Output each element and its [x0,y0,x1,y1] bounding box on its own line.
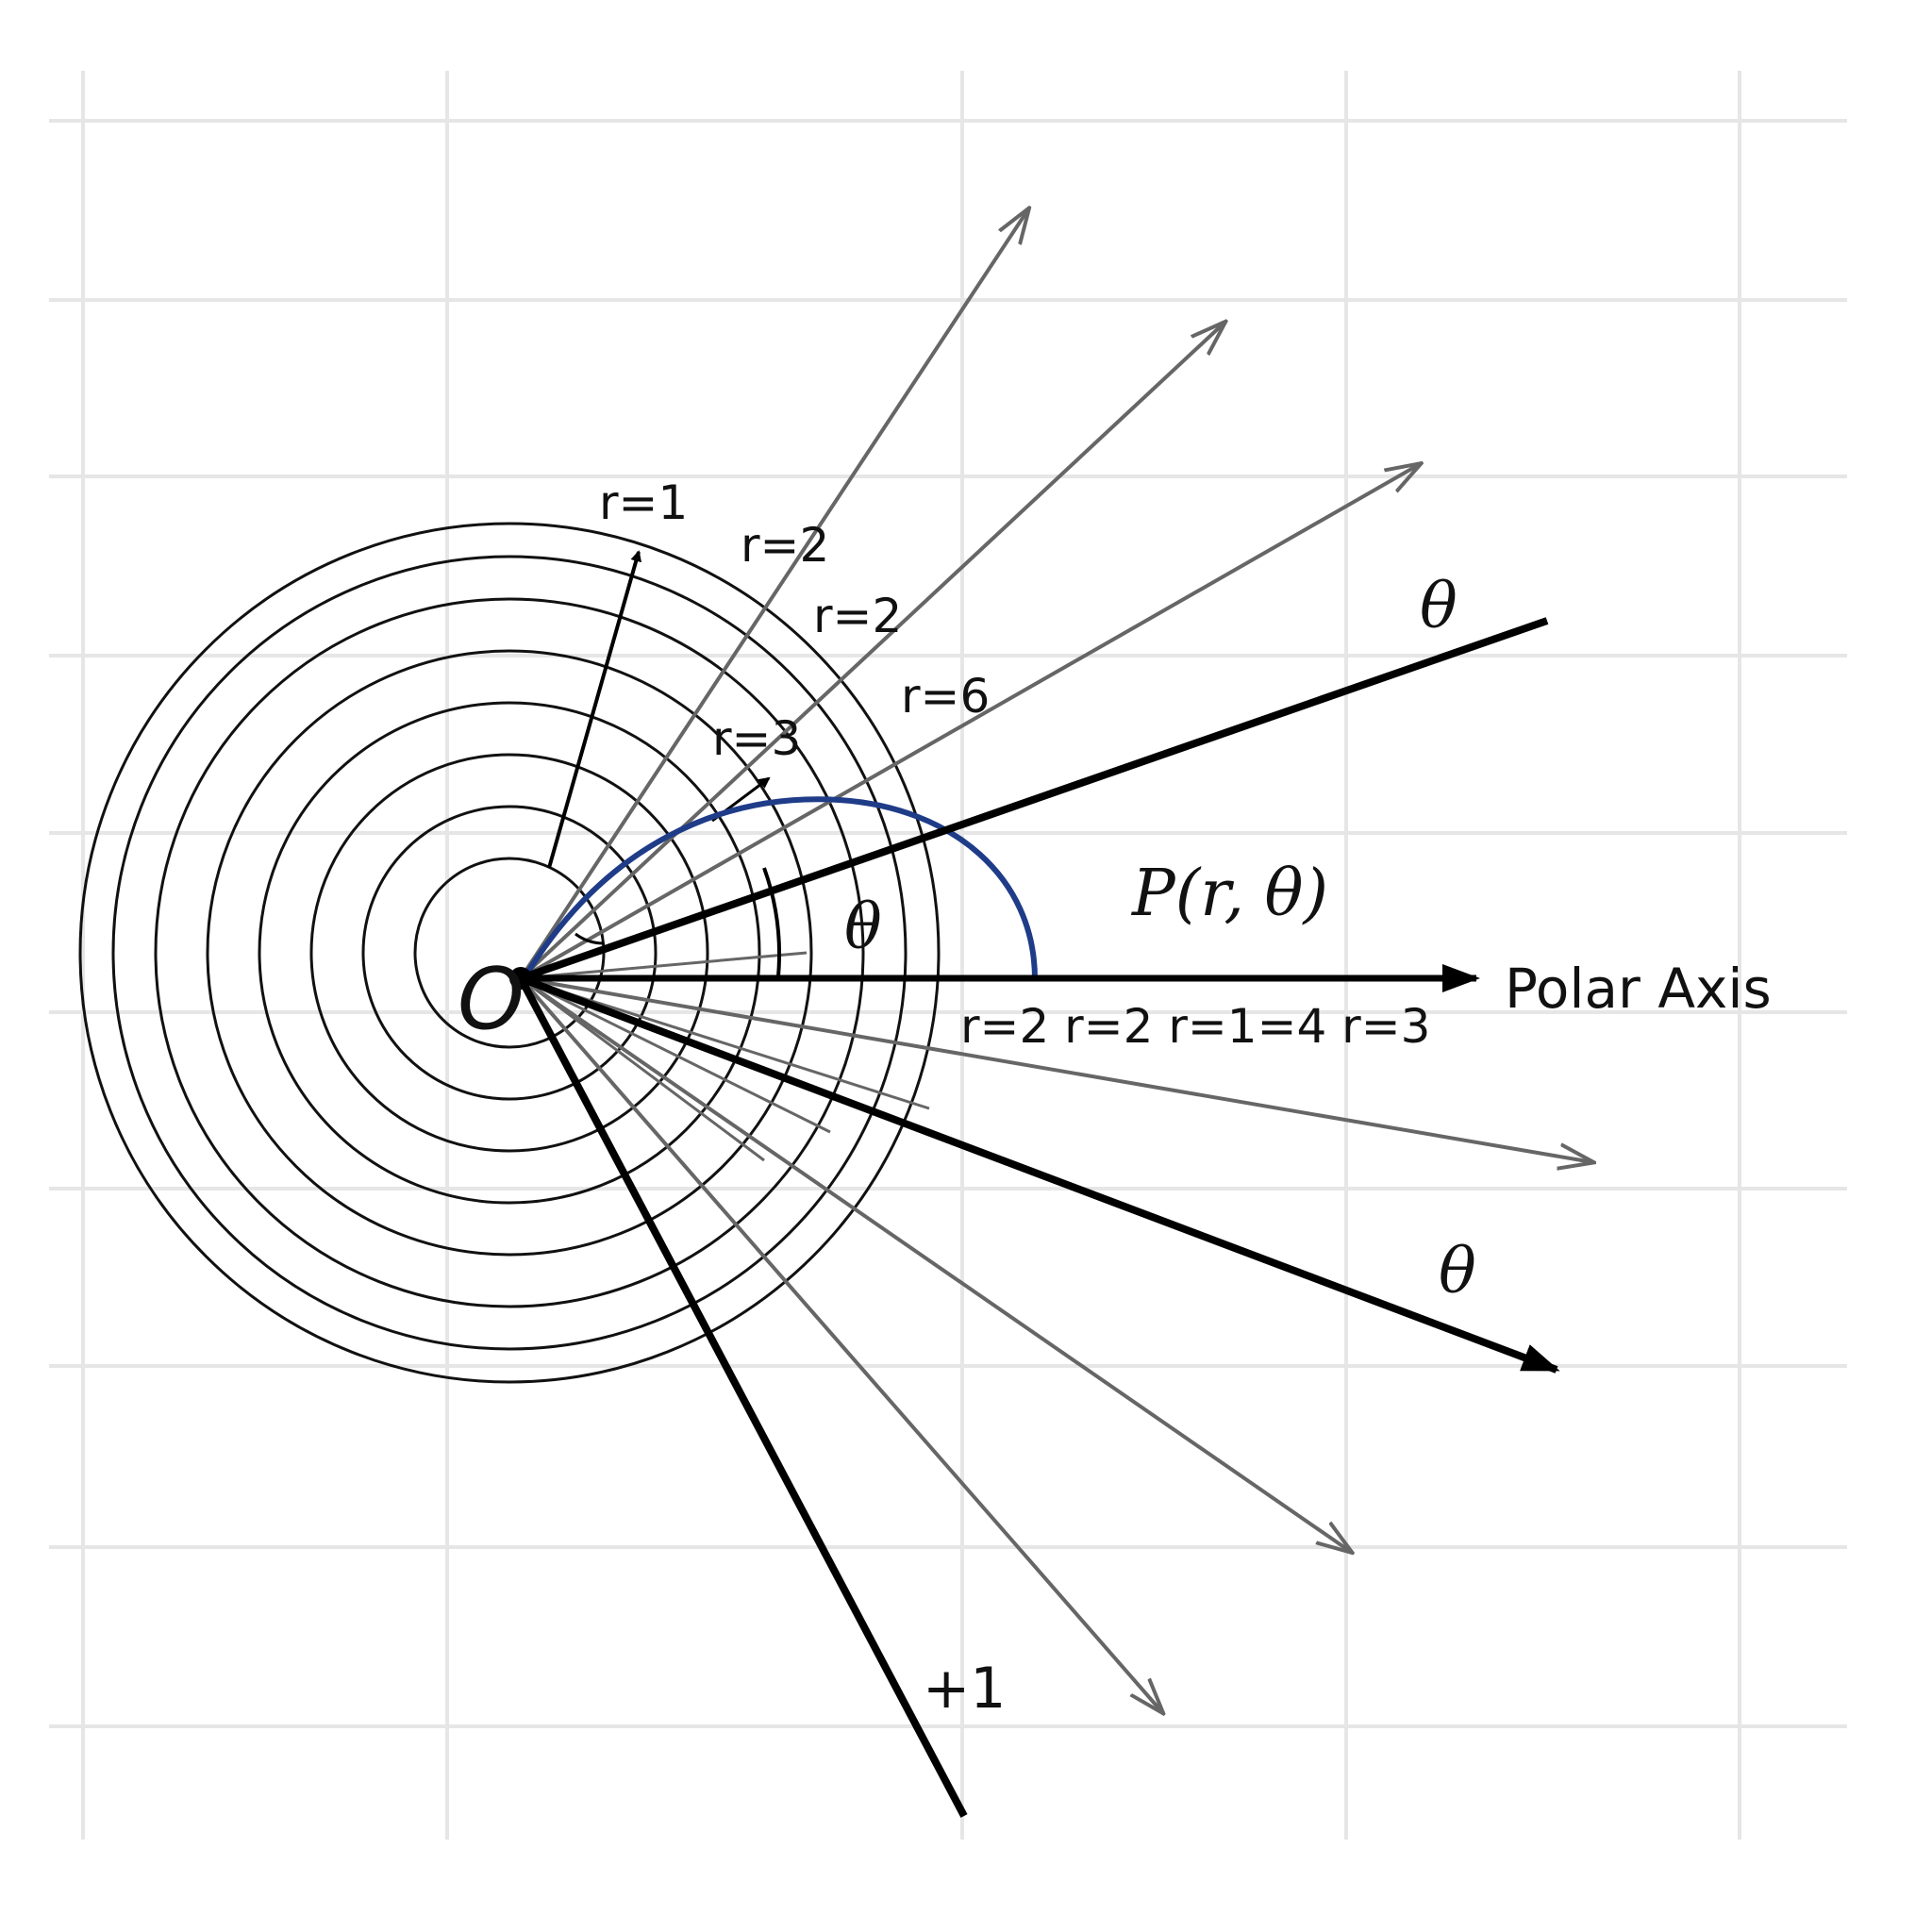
concentric-circle [309,753,709,1153]
curve-arc [524,796,1038,980]
secondary-ray [519,976,1351,1552]
secondary-rays [519,209,1592,1712]
angle-label-center: θ [844,891,882,963]
radius-label-r1: r=1 [599,475,688,530]
angle-arc-small [575,932,605,945]
fan-line [520,976,831,1134]
concentric-circle [78,522,941,1384]
fan-line [520,976,765,1162]
secondary-ray [519,209,1028,980]
fan-line [520,951,808,980]
radius-arrow-r1 [547,550,642,869]
concentric-circle [258,701,761,1205]
background-grid [49,71,1847,1840]
concentric-circle [206,649,813,1257]
radius-label-r6: r=6 [901,669,990,724]
origin-point [509,967,532,990]
ray-lower-theta [519,974,1560,1374]
angle-label-lower: θ [1439,1235,1476,1307]
secondary-ray [519,976,1162,1712]
axis-tick-labels: r=2 r=2 r=1=4 r=3 [960,999,1430,1054]
concentric-circle [154,597,865,1308]
ray-label-bottom: +1 [923,1656,1006,1722]
radius-label-r2b: r=2 [813,589,902,643]
polar-axis-label: Polar Axis [1505,957,1772,1021]
radius-label-r3: r=3 [712,711,801,766]
origin-label: O [458,950,525,1049]
angle-label-upper: θ [1420,570,1457,642]
main-rays [517,617,1560,1818]
ray-bottom [517,976,968,1818]
concentric-circle [111,555,908,1351]
angle-arc-theta [762,867,782,977]
ray-upper-theta [519,617,1549,982]
concentric-circles [78,522,941,1384]
concentric-circle [361,805,658,1101]
radius-label-r2a: r=2 [741,518,829,573]
secondary-ray [520,464,1420,980]
secondary-ray [520,976,1592,1162]
point-label: P(r, θ) [1130,857,1328,931]
secondary-ray [519,323,1224,980]
